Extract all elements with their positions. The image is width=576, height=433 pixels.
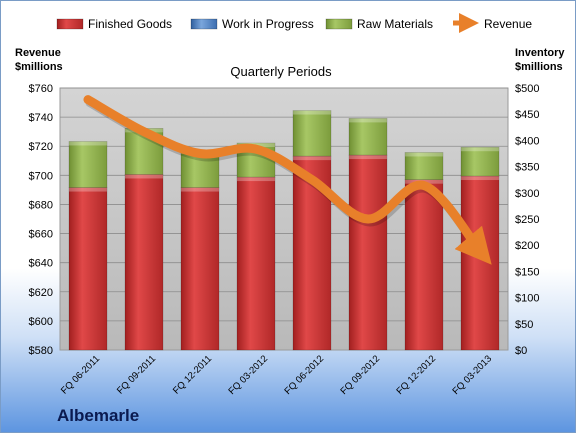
- bar-finished-goods-cap: [237, 177, 275, 182]
- left-axis-label-line1: Revenue: [15, 47, 61, 59]
- right-tick-label: $200: [515, 240, 539, 252]
- bar-raw-materials: [68, 141, 108, 188]
- bar-finished-goods: [124, 174, 164, 351]
- bar-raw-materials-cap: [293, 110, 331, 115]
- legend-label: Raw Materials: [357, 17, 433, 31]
- bar-finished-goods-cap: [69, 187, 107, 192]
- bar-raw-materials: [292, 110, 332, 157]
- right-tick-label: $50: [515, 319, 533, 331]
- right-tick-label: $0: [515, 345, 527, 357]
- x-tick-label: FQ 06-2011: [59, 353, 102, 396]
- bar-finished-goods: [348, 154, 388, 351]
- x-tick-label: FQ 06-2012: [282, 353, 326, 397]
- right-tick-label: $300: [515, 188, 539, 200]
- bar-finished-goods: [180, 187, 220, 351]
- right-tick-label: $400: [515, 135, 539, 147]
- company-name: Albemarle: [57, 406, 140, 425]
- left-tick-label: $720: [29, 141, 53, 153]
- left-tick-label: $760: [29, 83, 53, 95]
- bar-finished-goods: [404, 179, 444, 351]
- x-tick-label: FQ 12-2011: [171, 353, 214, 396]
- right-tick-label: $150: [515, 266, 539, 278]
- x-tick-label: FQ 12-2012: [394, 353, 438, 397]
- left-tick-label: $660: [29, 229, 53, 241]
- right-axis-label-line2: $millions: [515, 61, 563, 73]
- left-tick-label: $700: [29, 170, 53, 182]
- bar-finished-goods-cap: [181, 187, 219, 192]
- x-tick-label: FQ 03-2013: [450, 353, 494, 397]
- left-tick-label: $620: [29, 287, 53, 299]
- x-axis: FQ 06-2011 FQ 09-2011 FQ 12-2011 FQ 03-2012…: [59, 353, 494, 397]
- bar-finished-goods-cap: [461, 176, 499, 181]
- legend-swatch: [56, 18, 84, 30]
- right-tick-label: $350: [515, 162, 539, 174]
- left-tick-label: $680: [29, 199, 53, 211]
- legend-label: Revenue: [484, 17, 532, 31]
- left-tick-label: $740: [29, 112, 53, 124]
- revenue-line: [83, 95, 492, 265]
- left-axis: $580 $600 $620 $640 $660 $680 $700 $720 $740 $760: [29, 83, 53, 357]
- bar-raw-materials-cap: [461, 147, 499, 152]
- x-tick-label: FQ 09-2012: [338, 353, 382, 397]
- bar-raw-materials-cap: [349, 118, 387, 123]
- legend-label: Work in Progress: [222, 17, 314, 31]
- chart-subtitle: Quarterly Periods: [230, 64, 332, 79]
- left-tick-label: $600: [29, 316, 53, 328]
- bar-finished-goods-cap: [125, 174, 163, 179]
- legend-label: Finished Goods: [88, 17, 172, 31]
- legend-swatch: [190, 18, 218, 30]
- bar-finished-goods: [460, 175, 500, 351]
- bar-finished-goods-cap: [349, 155, 387, 160]
- x-tick-label: FQ 09-2011: [115, 353, 158, 396]
- right-axis-label-line1: Inventory: [515, 47, 565, 59]
- right-tick-label: $100: [515, 293, 539, 305]
- right-tick-label: $250: [515, 214, 539, 226]
- left-tick-label: $640: [29, 258, 53, 270]
- bar-raw-materials: [348, 118, 388, 156]
- left-axis-label-line2: $millions: [15, 61, 63, 73]
- right-axis: $0 $50 $100 $150 $200 $250 $300 $350 $400 $450 $50…: [515, 83, 539, 357]
- right-tick-label: $450: [515, 109, 539, 121]
- legend-swatch: [325, 18, 353, 30]
- bar-finished-goods: [68, 187, 108, 351]
- x-tick-label: FQ 03-2012: [226, 353, 270, 397]
- bar-finished-goods: [236, 176, 276, 351]
- bar-raw-materials-cap: [69, 141, 107, 146]
- bar-raw-materials: [404, 152, 444, 180]
- bar-raw-materials: [460, 146, 500, 177]
- left-tick-label: $580: [29, 345, 53, 357]
- right-tick-label: $500: [515, 83, 539, 95]
- legend: Finished Goods Work in Progress Raw Materi…: [56, 13, 532, 33]
- bar-raw-materials-cap: [405, 152, 443, 157]
- revenue-line-path: [83, 95, 492, 265]
- bar-finished-goods-cap: [293, 156, 331, 161]
